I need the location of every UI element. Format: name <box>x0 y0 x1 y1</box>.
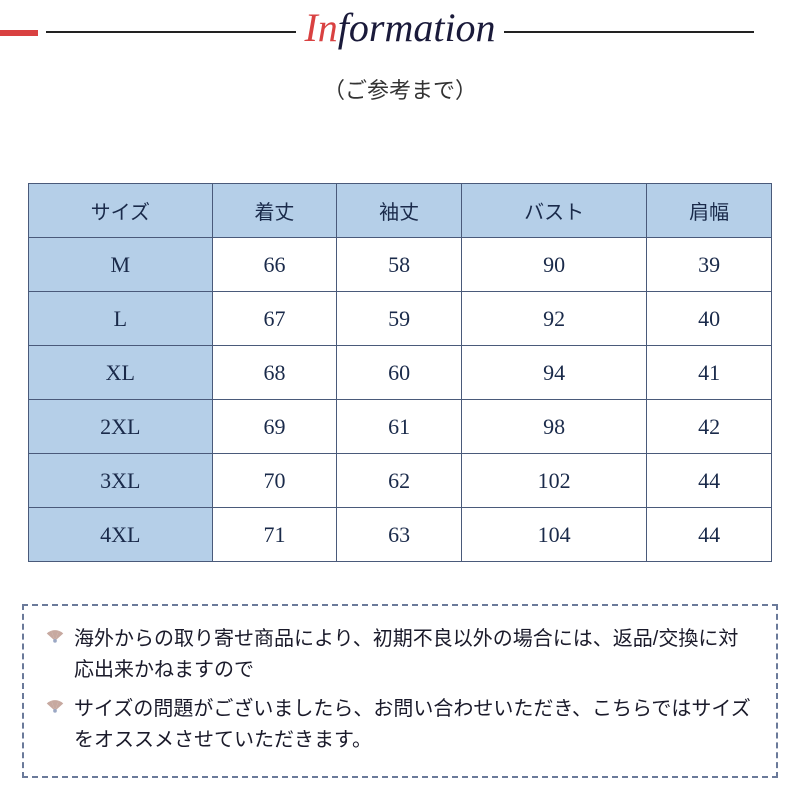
table-row: XL68609441 <box>29 346 772 400</box>
cell-size: 3XL <box>29 454 213 508</box>
note-item: サイズの問題がございましたら、お問い合わせいただき、こちらではサイズをオススメさ… <box>44 694 756 756</box>
cell-size: L <box>29 292 213 346</box>
title-rest: formation <box>338 5 496 50</box>
cell-value: 62 <box>337 454 462 508</box>
cell-value: 69 <box>212 400 337 454</box>
cell-size: 2XL <box>29 400 213 454</box>
col-sleeve: 袖丈 <box>337 184 462 238</box>
cell-value: 63 <box>337 508 462 562</box>
cell-value: 44 <box>647 508 772 562</box>
cell-value: 102 <box>461 454 646 508</box>
cell-value: 42 <box>647 400 772 454</box>
size-table-wrap: サイズ 着丈 袖丈 バスト 肩幅 M66589039L67599240XL686… <box>28 183 772 562</box>
cell-value: 104 <box>461 508 646 562</box>
cell-size: XL <box>29 346 213 400</box>
cell-value: 61 <box>337 400 462 454</box>
fan-icon <box>44 698 66 720</box>
col-length: 着丈 <box>212 184 337 238</box>
cell-value: 44 <box>647 454 772 508</box>
col-bust: バスト <box>461 184 646 238</box>
table-row: 2XL69619842 <box>29 400 772 454</box>
table-header-row: サイズ 着丈 袖丈 バスト 肩幅 <box>29 184 772 238</box>
cell-value: 39 <box>647 238 772 292</box>
table-row: 3XL706210244 <box>29 454 772 508</box>
cell-value: 92 <box>461 292 646 346</box>
notes-box: 海外からの取り寄せ商品により、初期不良以外の場合には、返品/交換に対応出来かねま… <box>22 604 778 778</box>
cell-value: 58 <box>337 238 462 292</box>
cell-value: 41 <box>647 346 772 400</box>
cell-value: 67 <box>212 292 337 346</box>
cell-value: 90 <box>461 238 646 292</box>
cell-size: 4XL <box>29 508 213 562</box>
cell-value: 94 <box>461 346 646 400</box>
fan-icon <box>44 628 66 650</box>
page-title: Information <box>296 4 503 51</box>
table-row: 4XL716310444 <box>29 508 772 562</box>
cell-value: 68 <box>212 346 337 400</box>
cell-value: 66 <box>212 238 337 292</box>
accent-bar <box>0 30 38 36</box>
note-item: 海外からの取り寄せ商品により、初期不良以外の場合には、返品/交換に対応出来かねま… <box>44 624 756 686</box>
fan-icon <box>44 628 66 650</box>
col-shoulder: 肩幅 <box>647 184 772 238</box>
page-subtitle: （ご参考まで） <box>0 73 800 105</box>
table-row: L67599240 <box>29 292 772 346</box>
col-size: サイズ <box>29 184 213 238</box>
note-text: サイズの問題がございましたら、お問い合わせいただき、こちらではサイズをオススメさ… <box>74 694 756 756</box>
fan-icon <box>44 698 66 720</box>
cell-value: 40 <box>647 292 772 346</box>
note-text: 海外からの取り寄せ商品により、初期不良以外の場合には、返品/交換に対応出来かねま… <box>74 624 756 686</box>
cell-size: M <box>29 238 213 292</box>
cell-value: 98 <box>461 400 646 454</box>
cell-value: 60 <box>337 346 462 400</box>
header: Information <box>0 0 800 55</box>
cell-value: 59 <box>337 292 462 346</box>
cell-value: 71 <box>212 508 337 562</box>
rule-right <box>504 31 754 33</box>
rule-left <box>46 31 296 33</box>
title-accent: In <box>304 5 337 50</box>
table-row: M66589039 <box>29 238 772 292</box>
cell-value: 70 <box>212 454 337 508</box>
size-table: サイズ 着丈 袖丈 バスト 肩幅 M66589039L67599240XL686… <box>28 183 772 562</box>
